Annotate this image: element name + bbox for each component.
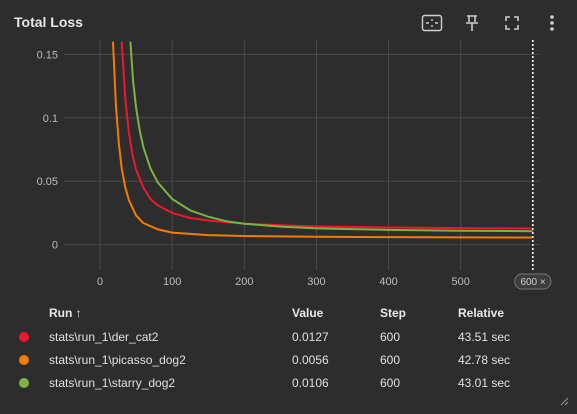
header-relative[interactable]: Relative: [458, 306, 505, 320]
run-step: 600: [380, 376, 401, 390]
run-relative: 43.51 sec: [458, 330, 511, 344]
table-row: stats\run_1\picasso_dog2 0.0056 600 42.7…: [0, 349, 577, 372]
fit-domain-button[interactable]: [419, 10, 445, 36]
pin-button[interactable]: [459, 10, 485, 36]
x-tick-label: 200: [235, 276, 253, 288]
step-cursor-badge: [514, 273, 552, 290]
fit-domain-icon: [421, 14, 443, 32]
x-tick-label: 0: [97, 276, 103, 288]
y-tick-label: 0.05: [37, 176, 58, 188]
fullscreen-button[interactable]: [499, 10, 525, 36]
plot-area: [64, 40, 540, 270]
pin-icon: [466, 15, 478, 31]
x-tick-label: 400: [379, 276, 397, 288]
run-relative: 42.78 sec: [458, 353, 511, 367]
run-color-dot: [19, 355, 29, 365]
run-value: 0.0106: [292, 376, 329, 390]
close-icon: ×: [540, 277, 546, 288]
x-tick-label: 300: [307, 276, 325, 288]
run-relative: 43.01 sec: [458, 376, 511, 390]
table-header: Run ↑ Value Step Relative: [0, 300, 577, 326]
series-line: [120, 41, 533, 230]
x-tick-label: 100: [163, 276, 181, 288]
more-vert-icon: [550, 15, 554, 31]
step-cursor-label: 600: [520, 277, 537, 288]
run-name: stats\run_1\starry_dog2: [49, 376, 176, 390]
run-value: 0.0056: [292, 353, 329, 367]
header-run[interactable]: Run ↑: [49, 306, 82, 320]
run-color-dot: [19, 332, 29, 342]
card-toolbar: [405, 10, 565, 36]
y-tick-label: 0: [52, 240, 58, 252]
run-color-dot: [19, 378, 29, 388]
fullscreen-icon: [505, 16, 519, 30]
series-line: [112, 41, 533, 239]
run-table: Run ↑ Value Step Relative stats\run_1\de…: [0, 300, 577, 395]
run-name: stats\run_1\picasso_dog2: [49, 353, 186, 367]
header-step[interactable]: Step: [380, 306, 407, 320]
run-name: stats\run_1\der_cat2: [49, 330, 159, 344]
resize-handle-icon[interactable]: [559, 396, 569, 406]
card-title: Total Loss: [14, 14, 83, 30]
table-row: stats\run_1\der_cat2 0.0127 600 43.51 se…: [0, 326, 577, 349]
run-step: 600: [380, 330, 401, 344]
series-line: [129, 41, 533, 233]
header-value[interactable]: Value: [292, 306, 324, 320]
run-value: 0.0127: [292, 330, 329, 344]
table-row: stats\run_1\starry_dog2 0.0106 600 43.01…: [0, 372, 577, 395]
loss-line-chart[interactable]: 0 100 200 300 400 500 0 0.05 0.1 0.15 600 ×: [0, 40, 577, 295]
run-step: 600: [380, 353, 401, 367]
y-tick-label: 0.15: [37, 49, 58, 61]
y-tick-label: 0.1: [43, 113, 58, 125]
more-options-button[interactable]: [539, 10, 565, 36]
x-tick-label: 500: [451, 276, 469, 288]
